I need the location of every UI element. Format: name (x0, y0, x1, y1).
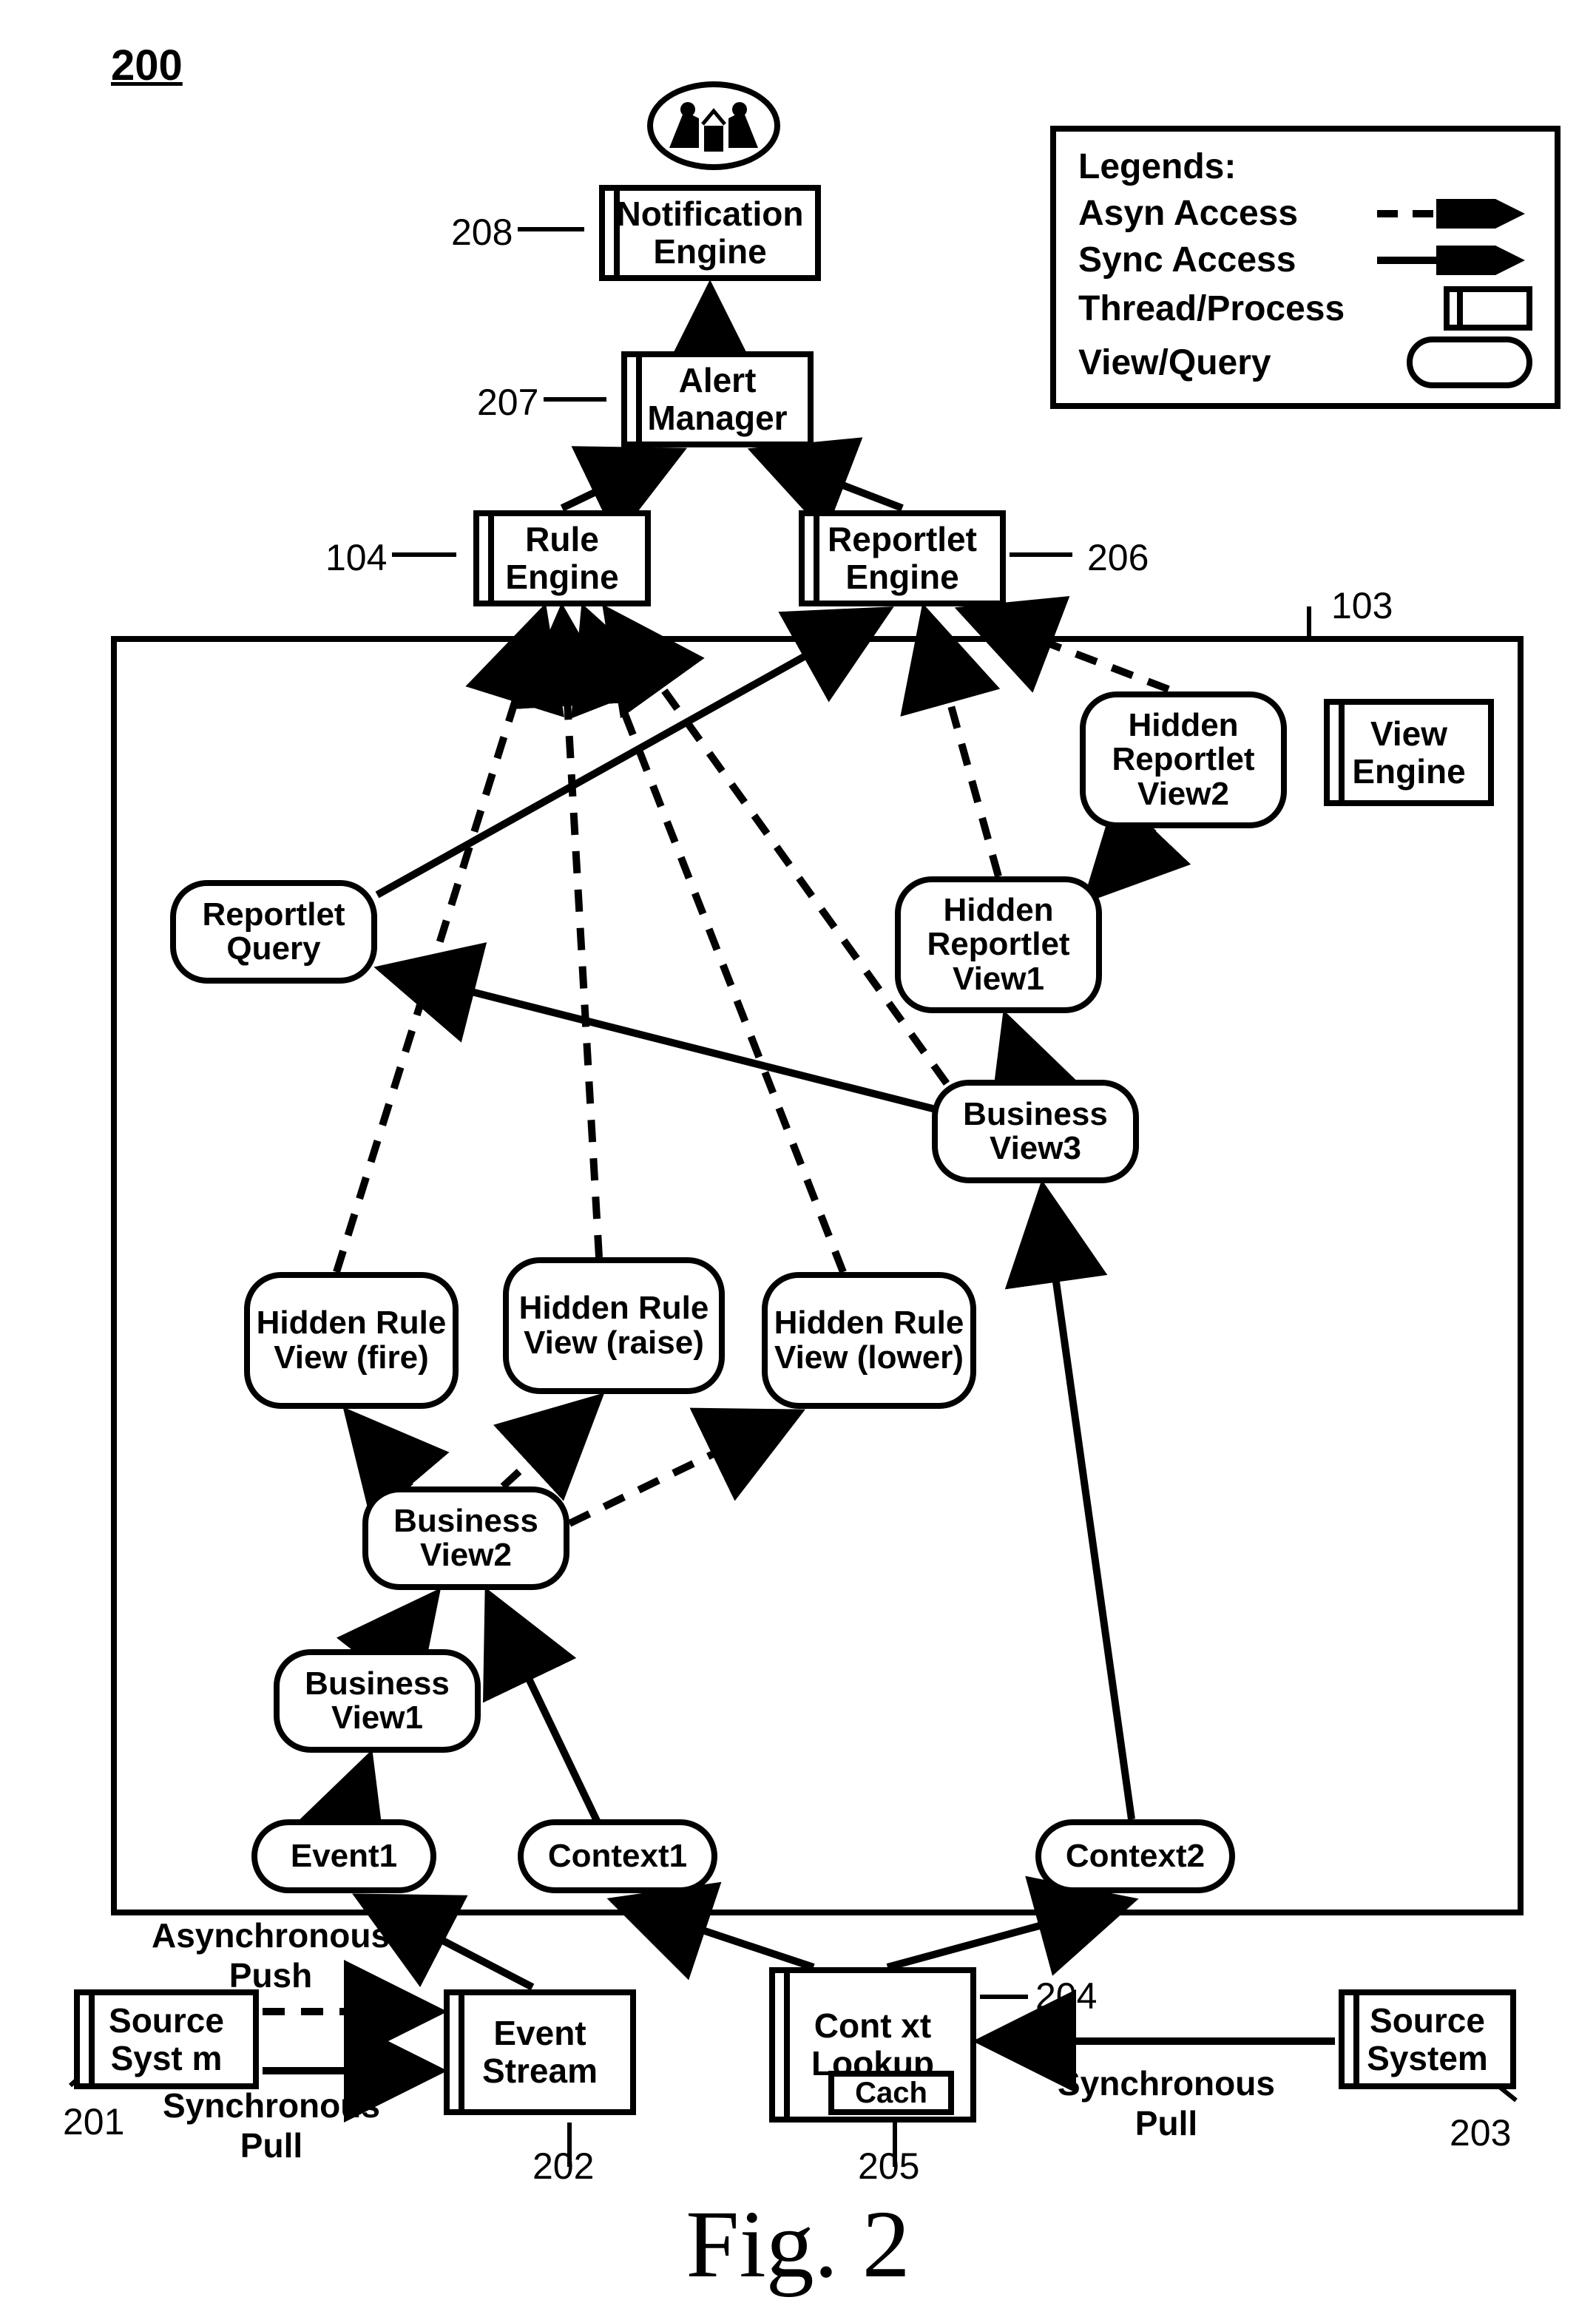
legend-view-swatch (1407, 336, 1532, 388)
ref-204: 204 (1035, 1975, 1097, 2017)
label-async-push: Asynchronous Push (152, 1915, 390, 1995)
ref-103: 103 (1331, 584, 1393, 627)
legend-sync: Sync Access (1078, 240, 1532, 280)
process-alert_mgr: Alert Manager (621, 351, 814, 447)
ref-206: 206 (1087, 536, 1149, 579)
legend-thread: Thread/Process (1078, 286, 1532, 331)
view-event1: Event1 (251, 1819, 436, 1893)
view-business_v1: Business View1 (274, 1649, 481, 1753)
ref-202: 202 (532, 2145, 594, 2188)
legend-view-label: View/Query (1078, 342, 1271, 383)
view-hidden_rep_v1: Hidden Reportlet View1 (895, 876, 1102, 1013)
process-source_sys2: Source System (1339, 1989, 1516, 2089)
ref-203: 203 (1450, 2111, 1511, 2154)
ref-205: 205 (858, 2145, 919, 2188)
process-view_engine: View Engine (1324, 699, 1494, 806)
label-sync-pull-1: Synchronous Pull (163, 2086, 380, 2165)
view-business_v2: Business View2 (362, 1486, 569, 1590)
view-hidden_rule_r: Hidden Rule View (raise) (503, 1257, 725, 1394)
legend-asyn: Asyn Access (1078, 193, 1532, 234)
view-context1: Context1 (518, 1819, 717, 1893)
legend-box: Legends: Asyn Access Sync Access Thread/… (1050, 126, 1561, 409)
people-icon (643, 74, 784, 177)
label-sync-pull-2: Synchronous Pull (1058, 2063, 1275, 2143)
ref-104: 104 (325, 536, 387, 579)
ref-201: 201 (63, 2100, 124, 2143)
process-cache: Cach (828, 2071, 954, 2115)
legend-title: Legends: (1078, 146, 1532, 187)
legend-thread-label: Thread/Process (1078, 288, 1345, 329)
ref-207: 207 (477, 381, 538, 424)
view-context2: Context2 (1035, 1819, 1235, 1893)
process-source_sys1: Source Syst m (74, 1989, 259, 2089)
view-hidden_rep_v2: Hidden Reportlet View2 (1080, 691, 1287, 828)
figure-id: 200 (111, 41, 183, 90)
process-event_stream: Event Stream (444, 1989, 636, 2115)
process-notification: Notification Engine (599, 185, 821, 281)
legend-view: View/Query (1078, 336, 1532, 388)
figure-canvas: 200 Legends: Asyn Access Sync Access (0, 0, 1596, 2299)
view-hidden_rule_l: Hidden Rule View (lower) (762, 1272, 976, 1409)
view-business_v3: Business View3 (932, 1080, 1139, 1183)
figure-caption: Fig. 2 (0, 2189, 1596, 2300)
legend-process-swatch (1444, 286, 1532, 331)
view-reportlet_q: Reportlet Query (170, 880, 377, 984)
process-rule_engine: Rule Engine (473, 510, 651, 606)
legend-asyn-label: Asyn Access (1078, 193, 1298, 234)
process-reportlet_eng: Reportlet Engine (799, 510, 1006, 606)
legend-sync-label: Sync Access (1078, 240, 1296, 280)
ref-208: 208 (451, 211, 513, 254)
view-hidden_rule_f: Hidden Rule View (fire) (244, 1272, 459, 1409)
